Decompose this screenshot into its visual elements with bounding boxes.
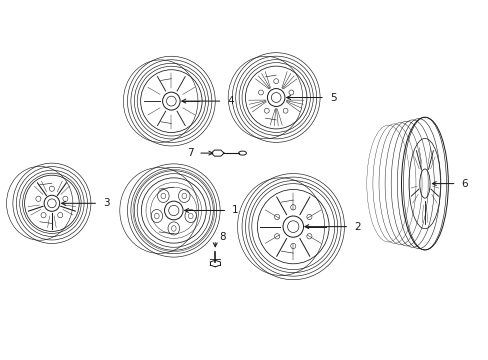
Text: 8: 8	[219, 232, 225, 242]
Text: 4: 4	[227, 96, 234, 106]
Text: 3: 3	[103, 198, 109, 208]
Text: 2: 2	[353, 222, 360, 231]
Text: 1: 1	[232, 206, 239, 216]
Text: 6: 6	[461, 179, 467, 189]
Text: 7: 7	[186, 148, 193, 158]
Text: 5: 5	[329, 93, 336, 103]
